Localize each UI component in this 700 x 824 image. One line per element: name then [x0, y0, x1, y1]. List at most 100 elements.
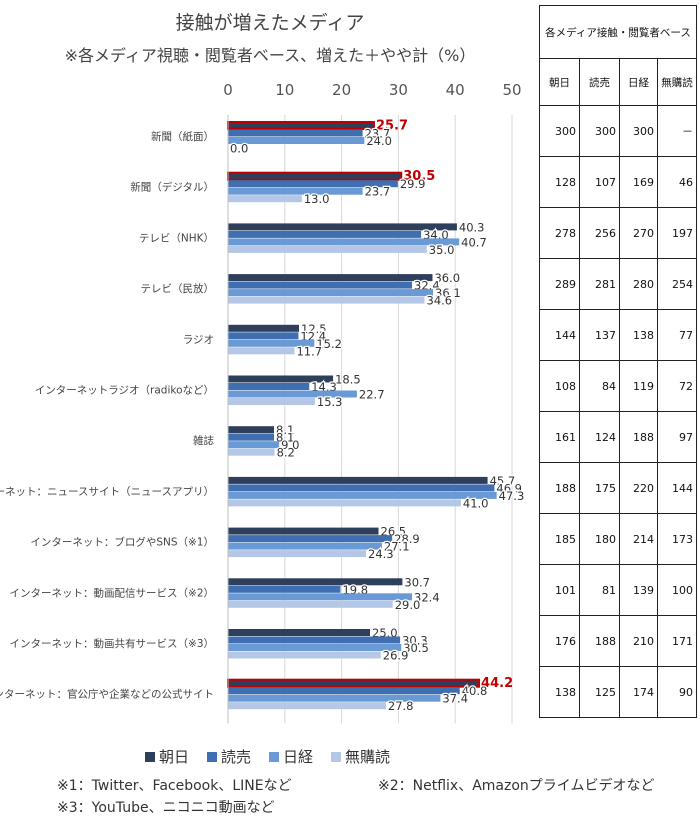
legend-item: 日経 — [269, 746, 313, 767]
legend-label: 無購読 — [345, 748, 391, 766]
legend-swatch — [269, 752, 280, 762]
x-tick-label: 0 — [223, 81, 233, 99]
category-label: インターネット：官公庁や企業などの公式サイト — [0, 688, 214, 701]
legend-item: 朝日 — [145, 746, 189, 767]
data-label: 47.3 — [499, 489, 525, 503]
table-header-cell: 朝日 — [539, 58, 580, 106]
table-cell: 280 — [619, 258, 658, 310]
category-label: インターネット：動画共有サービス（※3） — [10, 637, 214, 650]
table-row: 188 175 220 144 — [539, 462, 697, 514]
table-row: 185 180 214 173 — [539, 513, 697, 565]
table-cell: 161 — [539, 411, 580, 463]
bar — [228, 527, 379, 535]
category-label: 新聞（紙面） — [151, 130, 214, 143]
bar — [228, 499, 461, 507]
data-label: 11.7 — [296, 344, 322, 358]
table-cell: 300 — [619, 105, 658, 157]
bar — [228, 629, 370, 636]
category-label: インターネット：ブログやSNS（※1） — [30, 536, 214, 549]
data-label: 30.5 — [403, 641, 429, 655]
data-label: 27.8 — [388, 699, 414, 713]
table-row: 138 125 174 90 — [539, 666, 697, 718]
data-label: 40.3 — [459, 220, 485, 234]
legend-item: 読売 — [207, 746, 251, 767]
category-label: インターネット：ニュースサイト（ニュースアプリ） — [0, 486, 214, 498]
data-label: 41.0 — [463, 496, 489, 510]
x-tick-label: 50 — [502, 81, 521, 99]
table-header-cell: 日経 — [619, 58, 658, 106]
table-cell: 174 — [619, 666, 658, 718]
table-cell: 124 — [579, 411, 620, 463]
data-label: 36.1 — [435, 286, 461, 300]
table-cell: 281 — [579, 258, 620, 310]
data-label: 36.0 — [434, 271, 460, 285]
data-label: 15.3 — [317, 395, 343, 409]
bar — [228, 195, 302, 203]
bar — [228, 332, 299, 340]
bar — [228, 484, 495, 492]
category-label: 雑誌 — [193, 434, 214, 447]
table-row: 128 107 169 46 — [539, 156, 697, 208]
table-cell: 197 — [657, 207, 697, 259]
table-cell: 300 — [539, 105, 580, 157]
bar — [228, 187, 363, 195]
table-row: 176 188 210 171 — [539, 615, 697, 667]
table-cell: 188 — [579, 615, 620, 667]
table-cell: 101 — [539, 564, 580, 616]
table-cell: 289 — [539, 258, 580, 310]
bar — [228, 347, 295, 355]
data-label: 8.1 — [276, 423, 294, 437]
table-cell: 214 — [619, 513, 658, 565]
bar — [228, 702, 386, 710]
chart-subtitle: ※各メディア視聴・閲覧者ベース、増えた＋やや計（%） — [64, 46, 476, 65]
table-cell: 139 — [619, 564, 658, 616]
table-cell: 188 — [539, 462, 580, 514]
data-label: 0.0 — [230, 142, 248, 156]
table-cell: 144 — [657, 462, 697, 514]
data-label: 8.1 — [276, 431, 294, 445]
bar — [228, 448, 275, 456]
data-label: 44.2 — [481, 676, 513, 691]
data-label: 23.7 — [365, 185, 391, 199]
bar — [228, 535, 393, 543]
bar — [227, 121, 375, 130]
bar — [228, 542, 382, 550]
data-label: 26.9 — [383, 649, 409, 663]
data-label: 29.9 — [400, 177, 426, 191]
table-cell: 138 — [539, 666, 580, 718]
data-label: 8.2 — [277, 446, 295, 460]
bar — [228, 238, 460, 246]
table-cell: 254 — [657, 258, 697, 310]
table-cell: 90 — [657, 666, 697, 718]
table-cell: 169 — [619, 156, 658, 208]
bar — [228, 426, 275, 434]
table-title: 各メディア接触・閲覧者ベース — [539, 5, 697, 59]
table-row: 144 137 138 77 — [539, 309, 697, 361]
legend-label: 朝日 — [159, 748, 190, 766]
legend-item: 無購読 — [331, 746, 390, 767]
category-label: 新聞（デジタル） — [130, 181, 214, 194]
bar — [228, 433, 275, 441]
data-label: 29.0 — [395, 598, 421, 612]
table-row: 300 300 300 － — [539, 105, 697, 157]
category-label: インターネットラジオ（radikoなど） — [35, 385, 214, 397]
bar — [228, 289, 434, 297]
table-row: 101 81 139 100 — [539, 564, 697, 616]
footnote-3: ※3：YouTube、ニコニコ動画など — [57, 800, 275, 816]
table-cell: 97 — [657, 411, 697, 463]
base-count-table: 各メディア接触・閲覧者ベース 朝日 読売 日経 無購読 300 300 300 － 128 10… — [539, 5, 697, 718]
bar — [228, 129, 363, 137]
bar — [228, 636, 401, 644]
bar — [228, 585, 341, 593]
data-label: 28.9 — [394, 532, 420, 546]
bar — [228, 651, 381, 659]
data-label: 13.0 — [304, 192, 330, 206]
bar — [228, 339, 315, 347]
table-cell: 107 — [579, 156, 620, 208]
bar — [228, 476, 488, 484]
data-label: 24.0 — [366, 134, 392, 148]
table-cell: 144 — [539, 309, 580, 361]
bar — [228, 398, 315, 405]
bar-chart: 0 10 20 30 40 50新聞（紙面）25.723.724.00.0新聞（デジタル）… — [0, 81, 526, 724]
bar — [228, 375, 334, 383]
